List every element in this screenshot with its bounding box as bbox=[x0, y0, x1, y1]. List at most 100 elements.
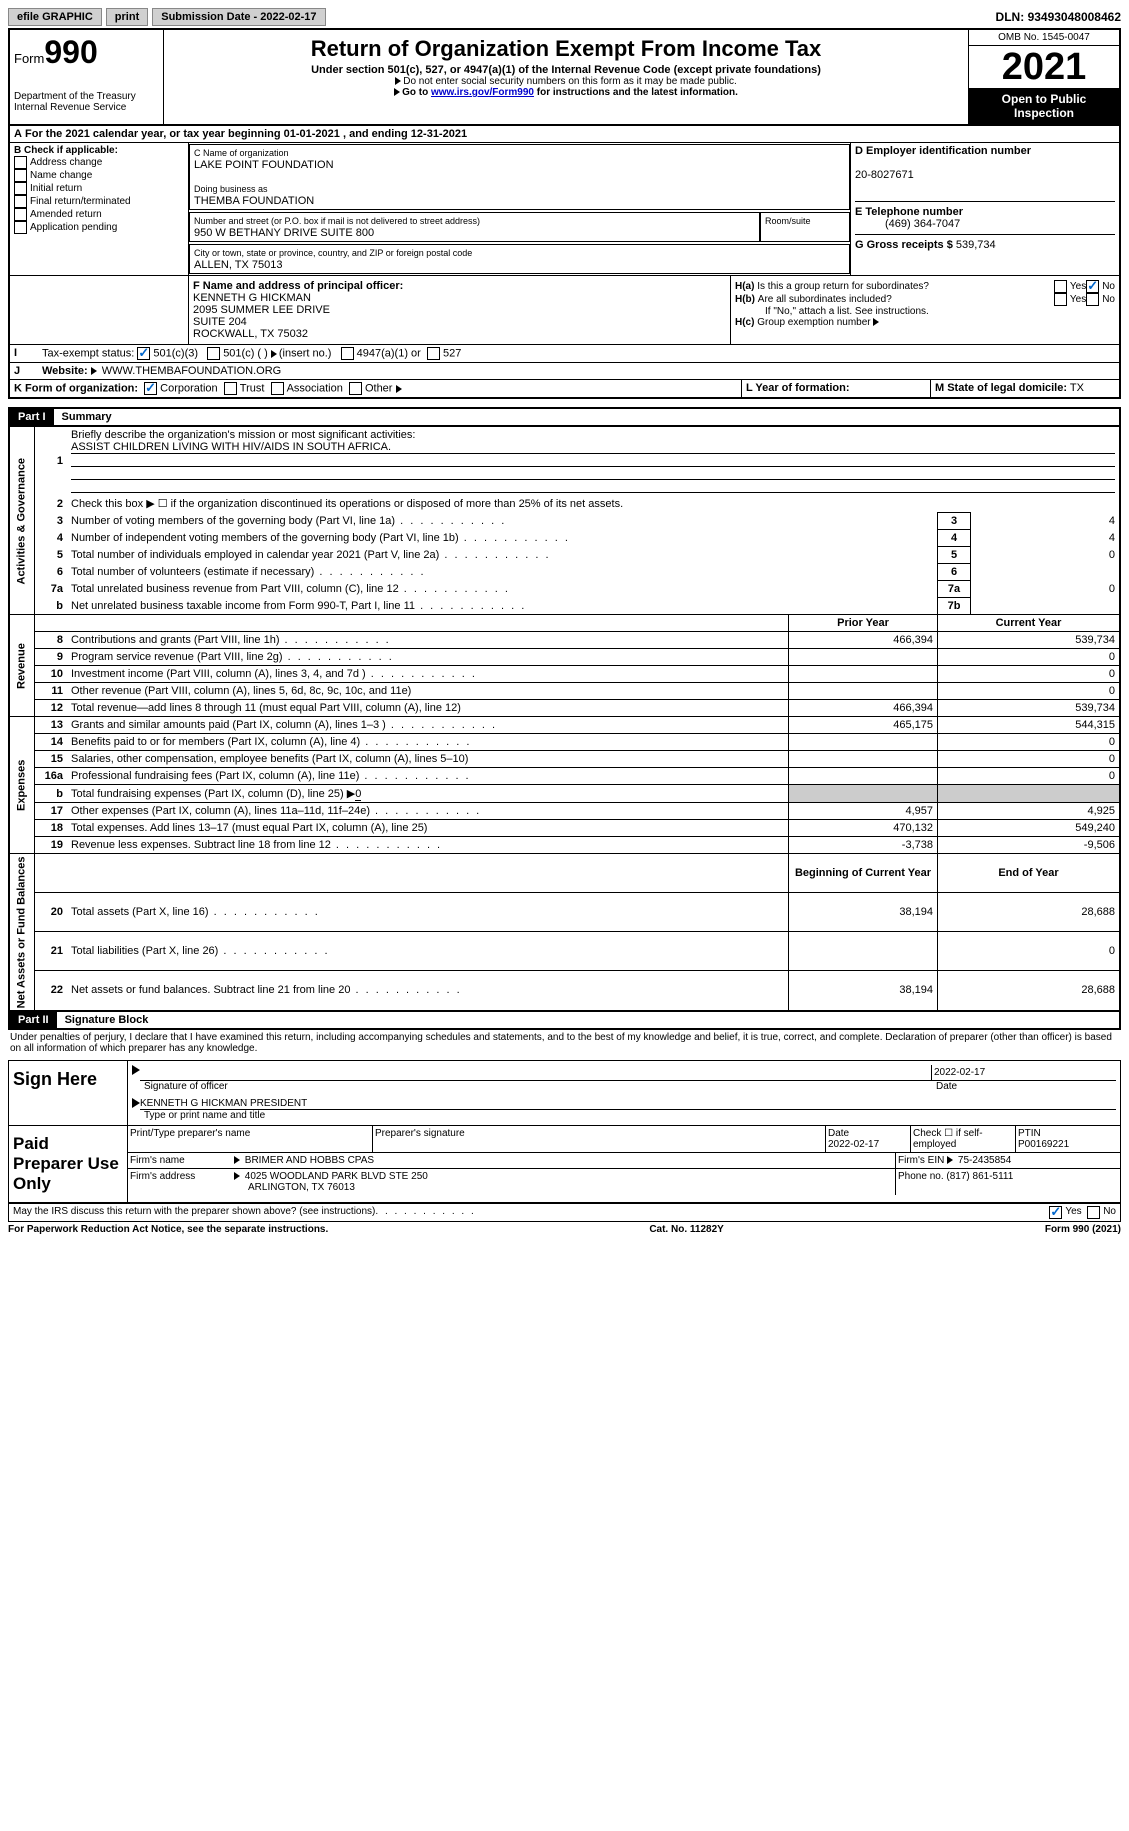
arrow-icon bbox=[234, 1156, 240, 1164]
l13-text: Grants and similar amounts paid (Part IX… bbox=[71, 719, 386, 731]
arrow-icon bbox=[947, 1156, 953, 1164]
dln: DLN: 93493048008462 bbox=[996, 10, 1121, 24]
check-self-emp: Check ☐ if self-employed bbox=[911, 1126, 1016, 1152]
form-word: Form bbox=[14, 51, 44, 66]
ein-label: D Employer identification number bbox=[855, 145, 1031, 157]
l12-text: Total revenue—add lines 8 through 11 (mu… bbox=[71, 702, 461, 714]
final-return: Final return/terminated bbox=[30, 196, 131, 207]
l1-label: Briefly describe the organization's miss… bbox=[71, 429, 415, 441]
opt-527: 527 bbox=[443, 347, 461, 359]
firm-addr: 4025 WOODLAND PARK BLVD STE 250 bbox=[245, 1171, 428, 1182]
section-bcdeg: B Check if applicable: Address change Na… bbox=[8, 143, 1121, 276]
part2-title: Signature Block bbox=[57, 1012, 157, 1028]
l9-current: 0 bbox=[938, 649, 1121, 666]
gross-label: G Gross receipts $ bbox=[855, 239, 953, 251]
part2-header: Part II Signature Block bbox=[8, 1012, 1121, 1030]
prep-sig-label: Preparer's signature bbox=[373, 1126, 826, 1152]
checkbox-trust[interactable] bbox=[224, 382, 237, 395]
section-e: E Telephone number (469) 364-7047 bbox=[855, 202, 1115, 235]
checkbox-address-change[interactable] bbox=[14, 156, 27, 169]
checkbox-assoc[interactable] bbox=[271, 382, 284, 395]
officer-addr1: 2095 SUMMER LEE DRIVE bbox=[193, 304, 330, 316]
section-klm: K Form of organization: Corporation Trus… bbox=[8, 380, 1121, 399]
opt-corp: Corporation bbox=[160, 382, 217, 394]
l7b-value bbox=[971, 598, 1121, 615]
irs-link[interactable]: www.irs.gov/Form990 bbox=[431, 87, 534, 98]
firm-name: BRIMER AND HOBBS CPAS bbox=[245, 1155, 374, 1166]
l22-current: 28,688 bbox=[938, 971, 1121, 1011]
city-state-zip: ALLEN, TX 75013 bbox=[194, 259, 282, 271]
checkbox-hb-no[interactable] bbox=[1086, 293, 1099, 306]
note1-text: Do not enter social security numbers on … bbox=[403, 76, 736, 87]
l8-prior: 466,394 bbox=[789, 632, 938, 649]
sig-date: 2022-02-17 bbox=[931, 1065, 1116, 1081]
arrow-icon bbox=[132, 1098, 140, 1108]
room-label: Room/suite bbox=[765, 216, 811, 226]
discuss-text: May the IRS discuss this return with the… bbox=[13, 1206, 375, 1219]
checkbox-app-pending[interactable] bbox=[14, 221, 27, 234]
discuss-row: May the IRS discuss this return with the… bbox=[8, 1204, 1121, 1222]
name-label: C Name of organization bbox=[194, 148, 289, 158]
phone-label2: Phone no. bbox=[898, 1171, 944, 1182]
checkbox-other[interactable] bbox=[349, 382, 362, 395]
part1-label: Part I bbox=[10, 409, 54, 425]
declaration-text: Under penalties of perjury, I declare th… bbox=[8, 1030, 1121, 1056]
officer-type-label: Type or print name and title bbox=[132, 1110, 1116, 1121]
l10-text: Investment income (Part VIII, column (A)… bbox=[71, 668, 366, 680]
page-footer: For Paperwork Reduction Act Notice, see … bbox=[8, 1222, 1121, 1237]
hb-note: If "No," attach a list. See instructions… bbox=[735, 306, 1115, 317]
form-990: 990 bbox=[44, 34, 97, 70]
checkbox-527[interactable] bbox=[427, 347, 440, 360]
checkbox-name-change[interactable] bbox=[14, 169, 27, 182]
form-number: Form990 bbox=[14, 34, 159, 71]
officer-label: F Name and address of principal officer: bbox=[193, 280, 403, 292]
checkbox-amended[interactable] bbox=[14, 208, 27, 221]
officer-addr2: SUITE 204 bbox=[193, 316, 247, 328]
officer-city: ROCKWALL, TX 75032 bbox=[193, 328, 308, 340]
omb-number: OMB No. 1545-0047 bbox=[969, 30, 1119, 46]
footer-right: Form 990 (2021) bbox=[1045, 1224, 1121, 1235]
section-a: A For the 2021 calendar year, or tax yea… bbox=[8, 126, 1121, 143]
efile-label: efile GRAPHIC bbox=[8, 8, 102, 26]
l13-prior: 465,175 bbox=[789, 717, 938, 734]
checkbox-final-return[interactable] bbox=[14, 195, 27, 208]
checkbox-initial-return[interactable] bbox=[14, 182, 27, 195]
checkbox-501c3[interactable] bbox=[137, 347, 150, 360]
ptin-value: P00169221 bbox=[1018, 1139, 1069, 1150]
l17-current: 4,925 bbox=[938, 803, 1121, 820]
note2-pre: Go to bbox=[402, 87, 431, 98]
form-subtitle: Under section 501(c), 527, or 4947(a)(1)… bbox=[168, 64, 964, 76]
l17-prior: 4,957 bbox=[789, 803, 938, 820]
section-j: J Website: WWW.THEMBAFOUNDATION.ORG bbox=[8, 363, 1121, 380]
room-box: Room/suite bbox=[760, 212, 850, 242]
checkbox-4947[interactable] bbox=[341, 347, 354, 360]
footer-mid: Cat. No. 11282Y bbox=[649, 1224, 723, 1235]
tax-status-label: Tax-exempt status: bbox=[42, 347, 134, 359]
form-header: Form990 Department of the Treasury Inter… bbox=[8, 28, 1121, 126]
seca-mid: , and ending bbox=[340, 128, 411, 140]
checkbox-discuss-yes[interactable] bbox=[1049, 1206, 1062, 1219]
eoy-header: End of Year bbox=[938, 854, 1121, 893]
section-h: H(a) Is this a group return for subordin… bbox=[730, 276, 1119, 344]
form-note2: Go to www.irs.gov/Form990 for instructio… bbox=[168, 87, 964, 98]
checkbox-ha-yes[interactable] bbox=[1054, 280, 1067, 293]
checkbox-corp[interactable] bbox=[144, 382, 157, 395]
current-year-header: Current Year bbox=[938, 615, 1121, 632]
print-button[interactable]: print bbox=[106, 8, 148, 26]
arrow-icon bbox=[396, 385, 402, 393]
checkbox-hb-yes[interactable] bbox=[1054, 293, 1067, 306]
l10-current: 0 bbox=[938, 666, 1121, 683]
l18-text: Total expenses. Add lines 13–17 (must eq… bbox=[71, 822, 427, 834]
header-mid: Return of Organization Exempt From Incom… bbox=[164, 30, 968, 124]
checkbox-discuss-no[interactable] bbox=[1087, 1206, 1100, 1219]
officer-name: KENNETH G HICKMAN bbox=[193, 292, 311, 304]
section-b: B Check if applicable: Address change Na… bbox=[10, 143, 189, 275]
arrow-icon bbox=[394, 88, 400, 96]
prep-name-label: Print/Type preparer's name bbox=[128, 1126, 373, 1152]
seca-end: 12-31-2021 bbox=[411, 128, 467, 140]
checkbox-501c[interactable] bbox=[207, 347, 220, 360]
checkbox-ha-no[interactable] bbox=[1086, 280, 1099, 293]
l14-text: Benefits paid to or for members (Part IX… bbox=[71, 736, 360, 748]
form-org-label: K Form of organization: bbox=[14, 382, 138, 394]
dln-label: DLN: bbox=[996, 10, 1025, 24]
